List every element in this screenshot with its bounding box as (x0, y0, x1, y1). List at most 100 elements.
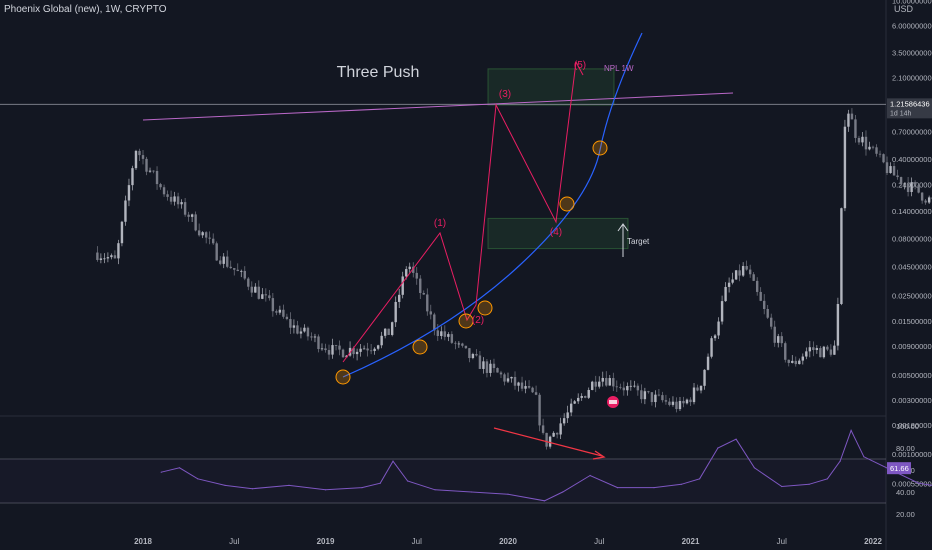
candle-body (527, 386, 531, 388)
candle-body (819, 348, 822, 358)
rsi-point (850, 429, 852, 431)
rsi-point (392, 460, 394, 462)
candle-body (731, 279, 734, 283)
candle-body (882, 154, 885, 163)
candle-body (489, 363, 492, 373)
candle-body (394, 301, 397, 323)
candle-body (162, 187, 166, 195)
candle-body (713, 335, 717, 339)
candle-body (345, 355, 348, 358)
candle-body (861, 136, 864, 143)
rsi-point (699, 478, 701, 480)
candle-body (587, 389, 590, 398)
candle-body (103, 258, 106, 260)
price-tick-label: 0.00300000 (892, 396, 932, 405)
rsi-point (735, 438, 737, 440)
candle-body (201, 232, 204, 236)
candle-body (727, 282, 731, 287)
candle-body (208, 237, 211, 239)
candle-body (654, 394, 657, 403)
candle-body (833, 345, 836, 355)
candle-body (419, 278, 422, 293)
candle-body (678, 400, 682, 410)
symbol-title: Phoenix Global (new), 1W, CRYPTO (4, 4, 167, 15)
candle-body (791, 360, 794, 363)
candle-body (829, 349, 833, 355)
candle-body (250, 286, 253, 293)
candle-body (924, 200, 927, 203)
candle-body (622, 387, 626, 391)
candle-body (219, 260, 222, 264)
candle-body (612, 378, 615, 387)
candle-body (899, 177, 903, 185)
candle-body (141, 155, 145, 159)
touch-point-circle (458, 313, 474, 329)
wave-label-5: (5) (574, 60, 586, 71)
candle-body (447, 334, 450, 337)
candle-body (871, 146, 875, 148)
candle-body (440, 331, 443, 336)
candle-body (306, 327, 310, 337)
candle-body (538, 394, 541, 426)
candle-body (794, 360, 797, 365)
candle-body (770, 317, 773, 327)
rsi-point (288, 484, 290, 486)
rsi-point (379, 482, 381, 484)
candle-body (461, 343, 464, 346)
candle-body (903, 183, 906, 185)
candle-body (180, 202, 183, 205)
candle-body (387, 328, 390, 335)
candle-body (390, 322, 394, 335)
candle-body (889, 166, 892, 174)
candle-body (801, 356, 805, 361)
candle-body (457, 343, 461, 345)
candle-body (798, 360, 801, 365)
candle-body (341, 349, 345, 358)
rsi-point (839, 460, 841, 462)
candle-body (885, 162, 889, 174)
candle-body (850, 113, 854, 120)
candle-body (110, 255, 113, 258)
candle-body (513, 376, 517, 386)
candle-body (412, 266, 415, 273)
candle-body (857, 137, 861, 143)
candle-body (299, 331, 303, 334)
candle-body (920, 192, 924, 201)
candle-body (317, 336, 320, 350)
candle-body (759, 291, 762, 301)
candle-body (159, 184, 162, 188)
candle-body (510, 376, 513, 379)
candle-body (471, 353, 475, 359)
candle-body (226, 256, 229, 267)
candle-body (664, 400, 668, 402)
candle-body (591, 381, 594, 390)
candle-body (376, 345, 380, 349)
candle-body (682, 400, 685, 404)
candle-body (233, 268, 236, 270)
candle-body (636, 385, 640, 391)
candle-body (282, 309, 285, 317)
candle-body (475, 353, 478, 356)
range-box-bottom (487, 217, 629, 250)
rsi-tick-label: 40.00 (896, 488, 915, 497)
current-price-value: 1.21586436 (890, 99, 930, 108)
candle-body (215, 243, 218, 261)
candle-body (211, 238, 215, 244)
candle-body (594, 381, 597, 387)
candle-body (836, 303, 840, 346)
candle-body (187, 214, 190, 217)
candle-body (598, 381, 601, 387)
candle-body (868, 146, 871, 150)
candle-body (668, 401, 671, 405)
candle-body (331, 345, 334, 355)
candle-body (320, 348, 324, 350)
candle-body (106, 257, 110, 259)
candle-body (647, 391, 650, 393)
rsi-tick-label: 20.00 (896, 510, 915, 519)
candle-body (552, 432, 555, 437)
npl-curve (342, 32, 643, 378)
price-tick-label: 10.00000000 (892, 0, 932, 6)
candle-body (454, 342, 457, 344)
candle-body (401, 276, 404, 295)
